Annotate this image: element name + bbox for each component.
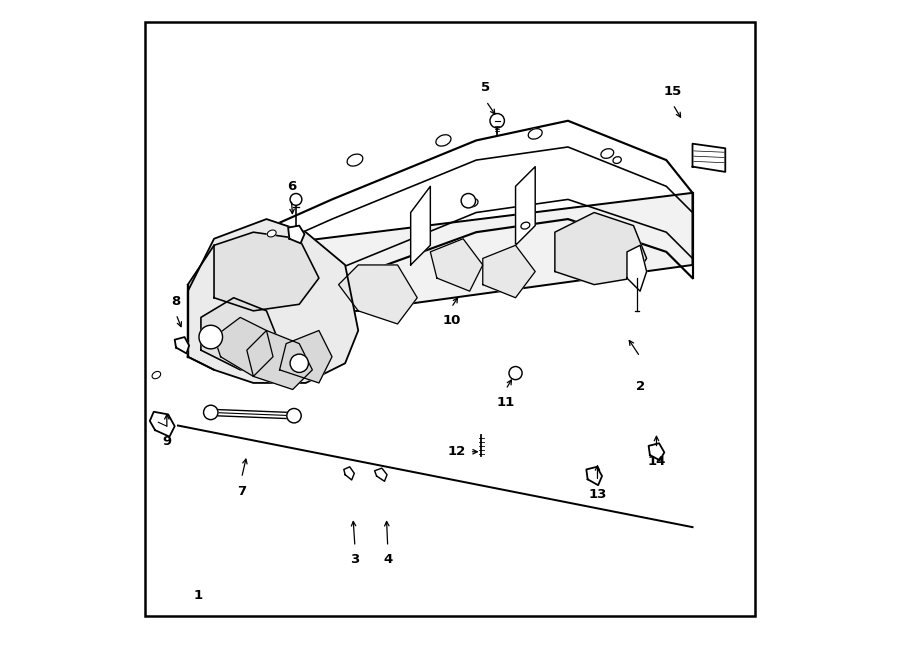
- Text: 5: 5: [482, 81, 490, 95]
- Ellipse shape: [601, 149, 614, 159]
- Circle shape: [461, 194, 475, 208]
- Polygon shape: [692, 143, 725, 172]
- Polygon shape: [201, 297, 280, 369]
- Polygon shape: [374, 468, 387, 481]
- Text: 14: 14: [647, 455, 666, 468]
- Polygon shape: [280, 330, 332, 383]
- Ellipse shape: [152, 371, 161, 379]
- Polygon shape: [175, 337, 189, 354]
- Circle shape: [290, 354, 309, 372]
- Text: 8: 8: [171, 295, 181, 307]
- Polygon shape: [338, 265, 418, 324]
- Text: 13: 13: [589, 488, 607, 501]
- Polygon shape: [430, 239, 482, 292]
- Polygon shape: [649, 444, 664, 460]
- Polygon shape: [280, 245, 299, 311]
- Polygon shape: [247, 330, 312, 389]
- Polygon shape: [214, 317, 273, 376]
- Ellipse shape: [347, 154, 363, 166]
- Polygon shape: [516, 167, 536, 245]
- Polygon shape: [149, 412, 175, 437]
- Ellipse shape: [267, 230, 276, 237]
- Polygon shape: [410, 186, 430, 265]
- FancyBboxPatch shape: [145, 22, 755, 615]
- Text: 9: 9: [162, 436, 171, 448]
- Polygon shape: [555, 213, 646, 285]
- Text: 3: 3: [350, 553, 360, 566]
- Polygon shape: [214, 232, 319, 311]
- Circle shape: [290, 194, 302, 206]
- Polygon shape: [288, 225, 304, 243]
- Ellipse shape: [521, 222, 530, 229]
- Text: 10: 10: [442, 314, 461, 327]
- Ellipse shape: [528, 129, 542, 139]
- Polygon shape: [627, 245, 646, 292]
- Polygon shape: [482, 245, 536, 297]
- Circle shape: [199, 325, 222, 349]
- Circle shape: [490, 114, 504, 128]
- Polygon shape: [188, 219, 358, 383]
- Polygon shape: [214, 193, 692, 330]
- Text: 7: 7: [237, 485, 246, 498]
- Polygon shape: [344, 467, 355, 480]
- Ellipse shape: [613, 157, 621, 163]
- Text: 11: 11: [497, 396, 515, 409]
- Circle shape: [287, 408, 302, 423]
- Polygon shape: [586, 467, 602, 485]
- Circle shape: [509, 367, 522, 379]
- Circle shape: [203, 405, 218, 420]
- Text: 6: 6: [287, 180, 296, 193]
- Text: 12: 12: [447, 446, 465, 458]
- Ellipse shape: [468, 198, 478, 207]
- Text: 2: 2: [635, 379, 644, 393]
- Text: 4: 4: [383, 553, 392, 566]
- Text: 1: 1: [194, 590, 202, 602]
- Text: 15: 15: [663, 85, 682, 98]
- Ellipse shape: [436, 135, 451, 146]
